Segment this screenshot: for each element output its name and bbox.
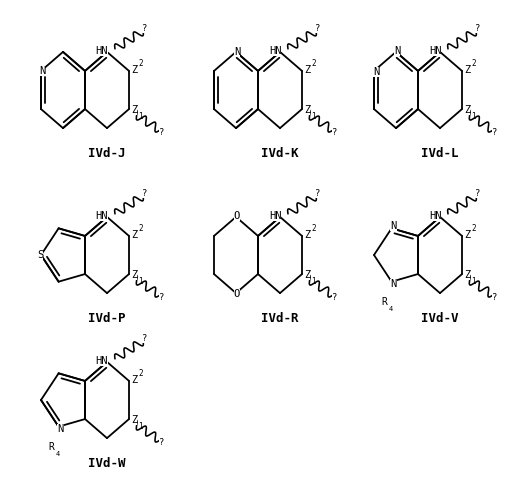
Text: 2: 2 [471,224,475,234]
Text: ?: ? [475,190,481,198]
Text: ?: ? [493,292,498,302]
Text: 1: 1 [138,422,143,430]
Text: 1: 1 [471,276,475,285]
Text: 2: 2 [138,370,143,378]
Text: 1: 1 [138,112,143,120]
Text: N: N [390,278,397,288]
Text: N: N [390,222,397,232]
Text: IVd-K: IVd-K [261,146,299,160]
Text: 4: 4 [56,450,60,456]
Text: HN: HN [269,46,281,56]
Text: 1: 1 [311,276,316,285]
Text: O: O [234,211,240,221]
Text: N: N [373,67,379,77]
Text: ?: ? [332,292,338,302]
Text: Z: Z [464,65,470,75]
Text: N: N [234,47,240,57]
Text: IVd-W: IVd-W [88,456,126,469]
Text: R: R [381,296,388,306]
Text: S: S [37,250,43,260]
Text: 2: 2 [311,224,316,234]
Text: Z: Z [131,415,137,425]
Text: 1: 1 [138,276,143,285]
Text: ?: ? [316,190,321,198]
Text: R: R [49,442,54,452]
Text: Z: Z [131,270,137,280]
Text: IVd-V: IVd-V [421,312,459,324]
Text: ?: ? [142,334,148,344]
Text: IVd-R: IVd-R [261,312,299,324]
Text: ?: ? [142,190,148,198]
Text: 2: 2 [138,224,143,234]
Text: HN: HN [429,211,441,221]
Text: Z: Z [464,270,470,280]
Text: ?: ? [332,128,338,136]
Text: ?: ? [159,438,165,446]
Text: Z: Z [304,105,310,115]
Text: ?: ? [493,128,498,136]
Text: ?: ? [142,24,148,34]
Text: Z: Z [131,65,137,75]
Text: IVd-P: IVd-P [88,312,126,324]
Text: 2: 2 [471,60,475,68]
Text: ?: ? [475,24,481,34]
Text: ?: ? [159,128,165,136]
Text: Z: Z [131,230,137,240]
Text: ?: ? [159,292,165,302]
Text: Z: Z [131,375,137,385]
Text: N: N [58,424,64,434]
Text: 1: 1 [311,112,316,120]
Text: Z: Z [464,105,470,115]
Text: 1: 1 [471,112,475,120]
Text: Z: Z [464,230,470,240]
Text: 2: 2 [311,60,316,68]
Text: Z: Z [304,270,310,280]
Text: Z: Z [304,230,310,240]
Text: HN: HN [269,211,281,221]
Text: IVd-J: IVd-J [88,146,126,160]
Text: HN: HN [95,211,108,221]
Text: Z: Z [131,105,137,115]
Text: Z: Z [304,65,310,75]
Text: HN: HN [429,46,441,56]
Text: 2: 2 [138,60,143,68]
Text: IVd-L: IVd-L [421,146,459,160]
Text: N: N [39,66,45,76]
Text: ?: ? [316,24,321,34]
Text: HN: HN [95,356,108,366]
Text: N: N [394,46,400,56]
Text: 4: 4 [389,306,393,312]
Text: HN: HN [95,46,108,56]
Text: O: O [234,289,240,299]
